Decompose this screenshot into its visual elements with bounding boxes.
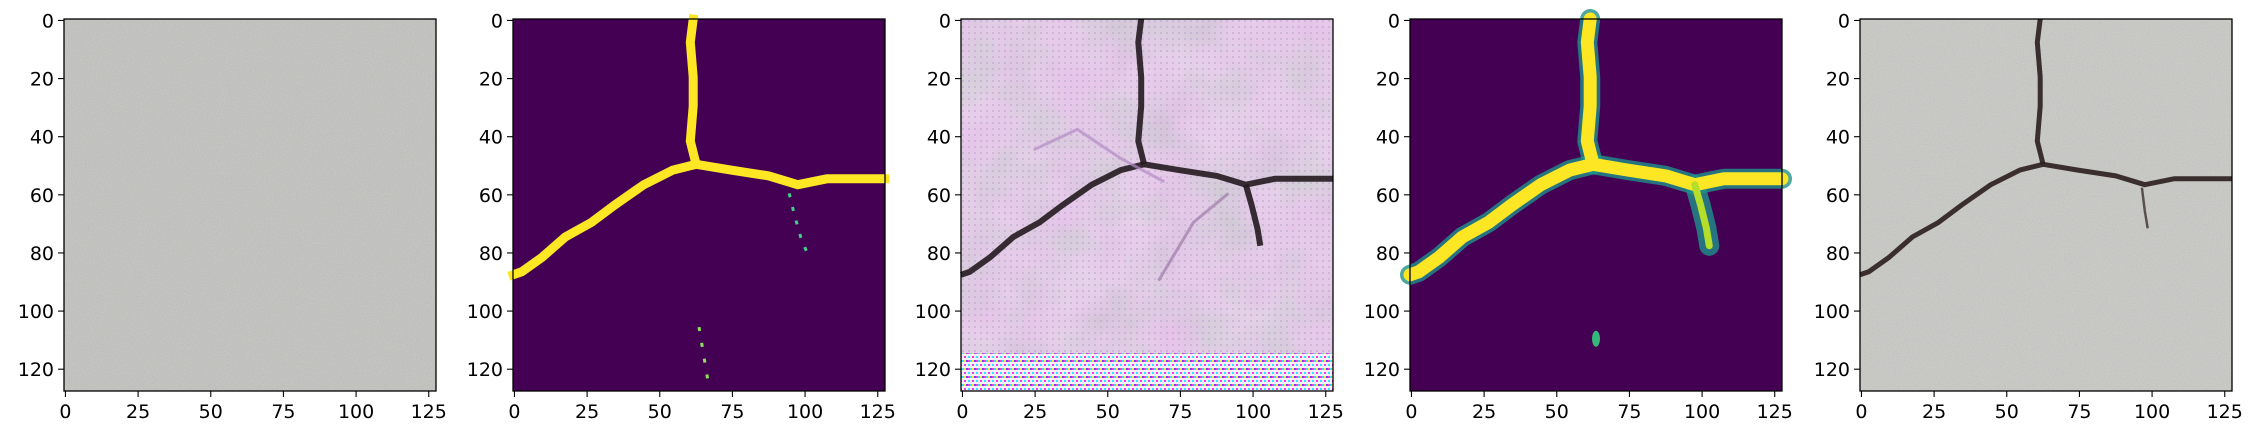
y-tick-label: 80 [1376,243,1400,265]
y-tick-label: 80 [1826,243,1850,265]
x-tick-label: 125 [411,401,447,423]
y-tick-label: 60 [30,185,54,207]
y-tick-label: 20 [1826,69,1850,91]
y-tick-label: 0 [1838,10,1850,32]
x-tick-label: 0 [1855,401,1867,423]
y-tick-label: 20 [1376,69,1400,91]
y-tick-label: 60 [927,185,951,207]
crack-photo-panel: 0 25 50 75 100 125 0 20 40 60 80 100 120 [1814,10,2243,423]
y-tick-label: 60 [479,185,503,207]
predicted-mask [1400,9,1792,391]
y-tick-label: 100 [467,301,503,323]
axes-frame [960,18,1334,392]
ground-truth-mask-panel: 0 25 50 75 100 125 0 20 40 60 80 100 120 [467,10,896,423]
x-tick-label: 25 [1472,401,1496,423]
axes-frame [512,18,886,392]
x-tick-label: 125 [2207,401,2243,423]
y-tick-label: 80 [30,243,54,265]
y-tick-label: 0 [42,10,54,32]
x-tick-label: 0 [956,401,968,423]
x-tick-label: 75 [2067,401,2091,423]
y-tick-label: 100 [915,301,951,323]
x-tick-label: 50 [1995,401,2019,423]
x-tick-label: 125 [860,401,896,423]
crack-photo [1859,18,2232,391]
x-tick-label: 75 [1168,401,1192,423]
x-tick-label: 100 [787,401,823,423]
y-tick-label: 40 [1376,127,1400,149]
y-tick-label: 120 [1364,359,1400,381]
input-concrete-image-panel: 0 25 50 75 100 125 0 20 40 60 80 100 120 [18,10,447,423]
x-tick-label: 125 [1308,401,1344,423]
axes-frame [1409,18,1783,392]
x-tick-label: 25 [1922,401,1946,423]
y-tick-label: 0 [491,10,503,32]
axes-frame [63,18,437,392]
generated-image [960,18,1333,391]
y-tick-label: 60 [1826,185,1850,207]
y-tick-label: 120 [915,359,951,381]
y-tick-label: 100 [18,301,54,323]
y-tick-label: 0 [1388,10,1400,32]
y-tick-label: 40 [1826,127,1850,149]
y-tick-label: 20 [479,69,503,91]
y-tick-label: 40 [30,127,54,149]
x-tick-label: 75 [720,401,744,423]
y-tick-label: 20 [927,69,951,91]
ground-truth-mask [507,13,890,391]
x-tick-label: 25 [126,401,150,423]
y-tick-label: 100 [1364,301,1400,323]
x-tick-label: 100 [338,401,374,423]
x-tick-label: 25 [575,401,599,423]
y-tick-label: 40 [479,127,503,149]
y-tick-label: 0 [939,10,951,32]
y-tick-label: 80 [479,243,503,265]
y-tick-label: 40 [927,127,951,149]
y-tick-label: 120 [18,359,54,381]
x-tick-label: 50 [1545,401,1569,423]
x-tick-label: 100 [1235,401,1271,423]
input-concrete-image [64,19,436,391]
x-tick-label: 125 [1757,401,1793,423]
y-tick-label: 100 [1814,301,1850,323]
x-tick-label: 50 [199,401,223,423]
x-tick-label: 0 [59,401,71,423]
x-tick-label: 50 [1096,401,1120,423]
y-tick-label: 120 [467,359,503,381]
x-tick-label: 75 [271,401,295,423]
y-tick-label: 80 [927,243,951,265]
x-tick-label: 0 [508,401,520,423]
x-tick-label: 0 [1405,401,1417,423]
x-tick-label: 100 [1684,401,1720,423]
x-tick-label: 100 [2134,401,2170,423]
predicted-mask-panel: 0 25 50 75 100 125 0 20 40 60 80 100 120 [1364,9,1793,423]
axes-frame [1859,18,2233,392]
generated-image-panel: 0 25 50 75 100 125 0 20 40 60 80 100 120 [915,10,1344,423]
y-tick-label: 120 [1814,359,1850,381]
x-tick-label: 75 [1617,401,1641,423]
y-tick-label: 20 [30,69,54,91]
x-tick-label: 50 [648,401,672,423]
y-tick-label: 60 [1376,185,1400,207]
x-tick-label: 25 [1023,401,1047,423]
